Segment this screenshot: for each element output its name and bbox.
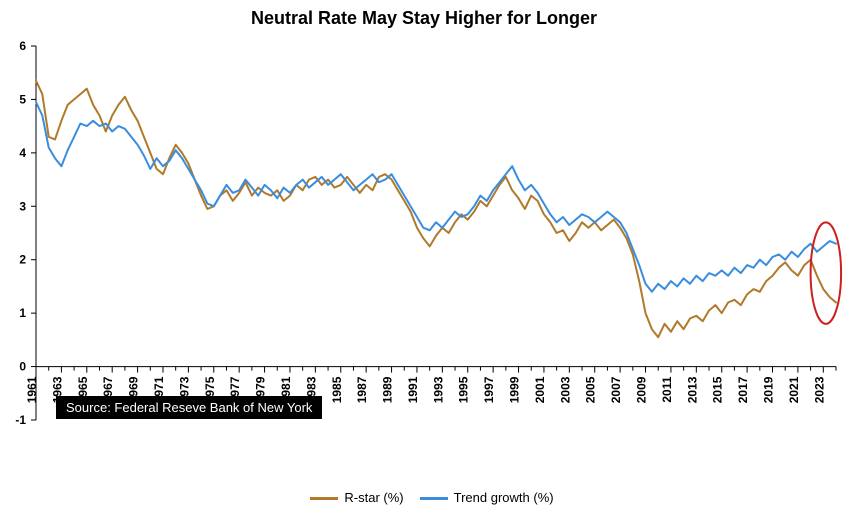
legend-swatch xyxy=(420,497,448,500)
svg-text:1: 1 xyxy=(19,306,26,320)
svg-text:1989: 1989 xyxy=(381,376,395,403)
svg-text:2013: 2013 xyxy=(685,376,699,403)
svg-text:5: 5 xyxy=(19,92,26,106)
legend-label: Trend growth (%) xyxy=(454,490,554,505)
svg-text:2019: 2019 xyxy=(762,376,776,403)
svg-text:2015: 2015 xyxy=(711,376,725,403)
svg-text:2005: 2005 xyxy=(584,376,598,403)
svg-text:1987: 1987 xyxy=(355,376,369,403)
svg-text:-1: -1 xyxy=(15,413,26,427)
svg-text:3: 3 xyxy=(19,199,26,213)
svg-text:1993: 1993 xyxy=(431,376,445,403)
chart-svg: -101234561961196319651967196919711973197… xyxy=(0,0,848,515)
legend-label: R-star (%) xyxy=(344,490,403,505)
svg-text:2001: 2001 xyxy=(533,376,547,403)
chart-container: Neutral Rate May Stay Higher for Longer … xyxy=(0,0,848,515)
svg-text:1985: 1985 xyxy=(330,376,344,403)
source-box: Source: Federal Reseve Bank of New York xyxy=(56,396,322,419)
svg-text:2007: 2007 xyxy=(609,376,623,403)
svg-text:2: 2 xyxy=(19,253,26,267)
svg-text:1999: 1999 xyxy=(508,376,522,403)
svg-text:2021: 2021 xyxy=(787,376,801,403)
svg-text:2009: 2009 xyxy=(635,376,649,403)
svg-text:1997: 1997 xyxy=(482,376,496,403)
svg-text:2011: 2011 xyxy=(660,376,674,402)
legend: R-star (%) Trend growth (%) xyxy=(0,490,848,505)
svg-text:1991: 1991 xyxy=(406,376,420,403)
svg-text:2017: 2017 xyxy=(736,376,750,403)
svg-text:1995: 1995 xyxy=(457,376,471,403)
svg-text:1961: 1961 xyxy=(25,376,39,403)
svg-text:4: 4 xyxy=(19,146,26,160)
legend-swatch xyxy=(310,497,338,500)
svg-text:2023: 2023 xyxy=(812,376,826,403)
svg-text:6: 6 xyxy=(19,39,26,53)
svg-text:0: 0 xyxy=(19,360,26,374)
svg-text:2003: 2003 xyxy=(558,376,572,403)
